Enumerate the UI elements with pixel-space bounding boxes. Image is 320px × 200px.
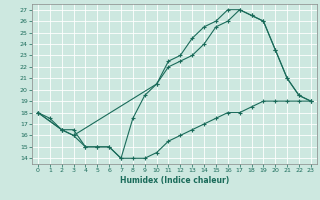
- X-axis label: Humidex (Indice chaleur): Humidex (Indice chaleur): [120, 176, 229, 185]
